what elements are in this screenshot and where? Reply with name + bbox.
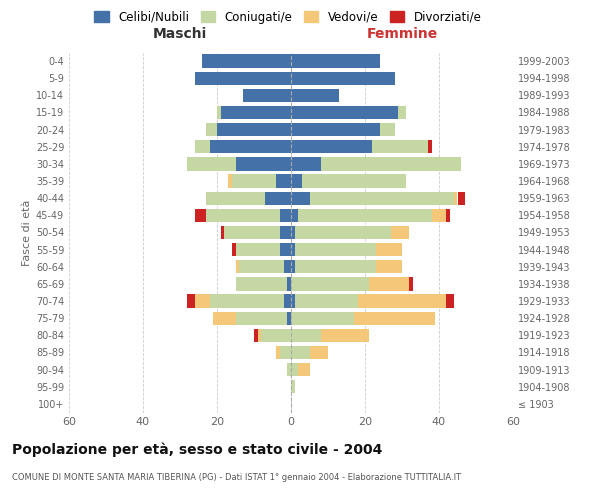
Bar: [235, 243, 280, 256]
Bar: [276, 346, 280, 359]
Bar: [284, 294, 291, 308]
Bar: [291, 294, 295, 308]
Bar: [295, 294, 358, 308]
Bar: [320, 328, 369, 342]
Bar: [214, 312, 235, 325]
Bar: [232, 174, 276, 188]
Bar: [195, 294, 209, 308]
Bar: [258, 328, 262, 342]
Bar: [280, 243, 291, 256]
Bar: [206, 192, 265, 205]
Bar: [373, 140, 428, 153]
Legend: Celibi/Nubili, Coniugati/e, Vedovi/e, Divorziati/e: Celibi/Nubili, Coniugati/e, Vedovi/e, Di…: [89, 6, 487, 28]
Bar: [287, 363, 291, 376]
Bar: [291, 157, 320, 170]
Bar: [280, 346, 291, 359]
Bar: [291, 174, 302, 188]
Bar: [291, 363, 298, 376]
Bar: [295, 243, 376, 256]
Bar: [295, 226, 391, 239]
Text: Maschi: Maschi: [153, 26, 207, 40]
Bar: [224, 226, 280, 239]
Bar: [291, 243, 295, 256]
Bar: [291, 277, 368, 290]
Bar: [376, 260, 402, 274]
Bar: [195, 72, 291, 85]
Bar: [291, 346, 310, 359]
Bar: [391, 226, 409, 239]
Bar: [291, 192, 310, 205]
Bar: [291, 140, 373, 153]
Bar: [221, 106, 291, 119]
Bar: [291, 208, 298, 222]
Bar: [265, 192, 291, 205]
Bar: [209, 140, 291, 153]
Bar: [298, 363, 310, 376]
Bar: [428, 140, 431, 153]
Bar: [209, 294, 284, 308]
Bar: [358, 294, 446, 308]
Bar: [310, 346, 328, 359]
Bar: [409, 277, 413, 290]
Text: Popolazione per età, sesso e stato civile - 2004: Popolazione per età, sesso e stato civil…: [12, 442, 382, 457]
Bar: [284, 260, 291, 274]
Bar: [454, 192, 457, 205]
Bar: [243, 88, 291, 102]
Bar: [235, 260, 239, 274]
Bar: [287, 312, 291, 325]
Bar: [206, 123, 217, 136]
Bar: [291, 260, 295, 274]
Bar: [446, 294, 454, 308]
Bar: [446, 208, 450, 222]
Bar: [291, 72, 395, 85]
Bar: [276, 174, 291, 188]
Bar: [291, 123, 380, 136]
Bar: [320, 157, 461, 170]
Bar: [262, 328, 291, 342]
Bar: [376, 243, 402, 256]
Bar: [202, 54, 291, 68]
Bar: [235, 157, 291, 170]
Bar: [368, 277, 409, 290]
Bar: [431, 208, 446, 222]
Text: COMUNE DI MONTE SANTA MARIA TIBERINA (PG) - Dati ISTAT 1° gennaio 2004 - Elabora: COMUNE DI MONTE SANTA MARIA TIBERINA (PG…: [12, 472, 461, 482]
Bar: [302, 174, 406, 188]
Bar: [217, 123, 291, 136]
Bar: [280, 208, 291, 222]
Bar: [254, 328, 258, 342]
Bar: [291, 312, 354, 325]
Bar: [291, 328, 320, 342]
Bar: [458, 192, 465, 205]
Bar: [232, 243, 235, 256]
Bar: [217, 106, 221, 119]
Bar: [235, 312, 287, 325]
Bar: [310, 192, 454, 205]
Bar: [398, 106, 406, 119]
Bar: [228, 174, 232, 188]
Bar: [291, 88, 339, 102]
Bar: [380, 123, 395, 136]
Bar: [206, 208, 280, 222]
Bar: [287, 277, 291, 290]
Bar: [235, 277, 287, 290]
Bar: [195, 208, 206, 222]
Bar: [291, 54, 380, 68]
Bar: [291, 106, 398, 119]
Bar: [291, 380, 295, 394]
Bar: [195, 140, 209, 153]
Bar: [239, 260, 284, 274]
Bar: [221, 226, 224, 239]
Bar: [280, 226, 291, 239]
Bar: [291, 226, 295, 239]
Y-axis label: Fasce di età: Fasce di età: [22, 200, 32, 266]
Bar: [354, 312, 435, 325]
Text: Femmine: Femmine: [367, 26, 437, 40]
Bar: [187, 157, 235, 170]
Bar: [187, 294, 195, 308]
Bar: [295, 260, 376, 274]
Bar: [298, 208, 431, 222]
